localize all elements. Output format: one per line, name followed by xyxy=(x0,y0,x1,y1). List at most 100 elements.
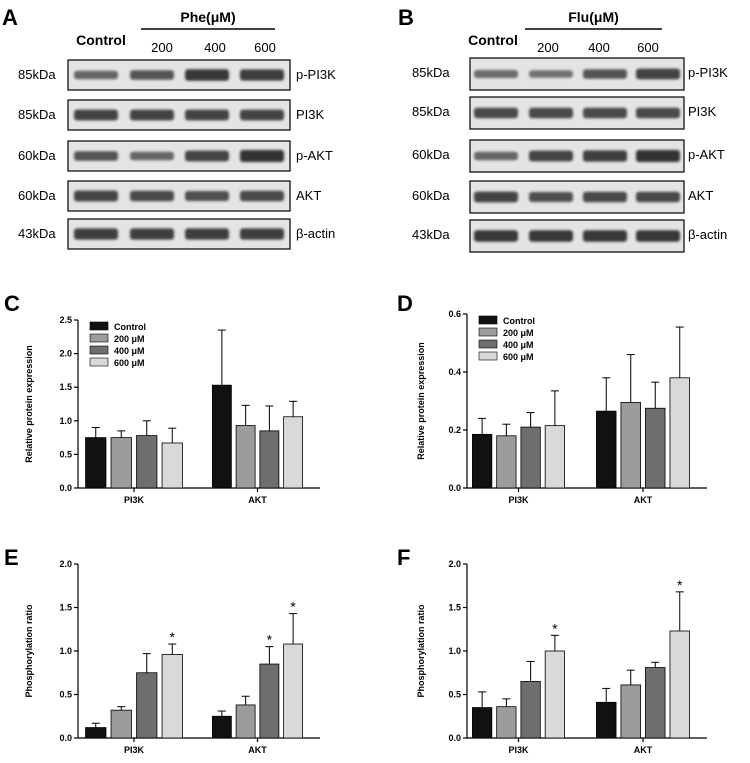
significance-star: * xyxy=(170,629,176,645)
y-tick-label: 2.0 xyxy=(59,349,72,359)
x-category-label: AKT xyxy=(248,745,267,755)
y-axis-title: Relative protein expression xyxy=(24,345,34,463)
treatment-group-label: Flu(μM) xyxy=(568,9,619,25)
protein-name-label: p-PI3K xyxy=(688,65,728,80)
bar xyxy=(85,727,107,739)
bar xyxy=(620,684,641,739)
protein-band xyxy=(185,191,229,201)
protein-band xyxy=(130,109,174,121)
y-tick-label: 0.5 xyxy=(59,449,72,459)
protein-band xyxy=(74,109,118,121)
bar xyxy=(496,706,517,739)
bar xyxy=(161,442,183,489)
bar xyxy=(283,643,304,739)
bar xyxy=(496,435,517,489)
y-tick-label: 2.0 xyxy=(448,559,461,569)
y-tick-label: 0.5 xyxy=(59,690,72,700)
y-tick-label: 1.0 xyxy=(59,646,72,656)
y-tick-label: 2.0 xyxy=(59,559,72,569)
molecular-weight-label: 60kDa xyxy=(18,148,56,163)
panel-label: D xyxy=(397,291,413,316)
protein-band xyxy=(529,192,573,202)
bar xyxy=(645,667,666,739)
protein-band xyxy=(185,150,229,162)
panel-label: F xyxy=(397,545,410,570)
bar xyxy=(669,630,690,739)
protein-band xyxy=(240,190,284,202)
significance-star: * xyxy=(267,632,273,648)
protein-band xyxy=(240,228,284,240)
bar xyxy=(544,425,565,489)
blot-row-actin: 43kDa β-actin xyxy=(412,219,727,253)
blot-row-pi3k: 85kDa PI3K xyxy=(412,96,717,130)
y-tick-label: 1.5 xyxy=(448,603,461,613)
bar-chart-panel-e: E 0.0 0.5 1.0 1.5 2.0 Phosphorylation ratio PI3… xyxy=(4,545,320,755)
blot-row-pakt: 60kDa p-AKT xyxy=(412,139,725,173)
bar xyxy=(136,435,158,489)
protein-band xyxy=(185,228,229,240)
legend-swatch xyxy=(89,333,109,343)
protein-band xyxy=(130,228,174,240)
protein-name-label: β-actin xyxy=(688,227,727,242)
treatment-group-label: Phe(μM) xyxy=(180,9,235,25)
legend-swatch xyxy=(478,315,498,325)
protein-band xyxy=(474,230,518,242)
protein-name-label: p-AKT xyxy=(688,147,725,162)
blot-row-actin: 43kDa β-actin xyxy=(18,218,335,250)
bar-chart-panel-c: C 0.0 0.5 1.0 1.5 2.0 2.5 Relative protein expr… xyxy=(4,291,320,505)
panel-label: E xyxy=(4,545,19,570)
protein-band xyxy=(474,107,518,119)
protein-name-label: AKT xyxy=(688,188,713,203)
y-tick-label: 0.2 xyxy=(448,425,461,435)
protein-name-label: p-AKT xyxy=(296,148,333,163)
bar xyxy=(472,433,493,489)
bar xyxy=(136,672,158,739)
control-lane-label: Control xyxy=(76,32,126,48)
y-axis-title: Phosphorylation ratio xyxy=(24,604,34,698)
protein-band xyxy=(74,70,118,80)
dose-label: 200 xyxy=(151,40,173,55)
legend-swatch xyxy=(89,345,109,355)
y-tick-label: 1.5 xyxy=(59,382,72,392)
significance-star: * xyxy=(552,620,558,636)
protein-band xyxy=(529,230,573,242)
control-lane-label: Control xyxy=(468,32,518,48)
bar xyxy=(596,410,617,489)
dose-label: 400 xyxy=(588,40,610,55)
bar xyxy=(283,416,304,489)
legend-swatch xyxy=(478,339,498,349)
molecular-weight-label: 43kDa xyxy=(412,227,450,242)
protein-band xyxy=(636,107,680,119)
molecular-weight-label: 60kDa xyxy=(412,147,450,162)
molecular-weight-label: 85kDa xyxy=(18,107,56,122)
bar xyxy=(110,709,132,739)
y-tick-label: 0.0 xyxy=(448,483,461,493)
bar xyxy=(669,377,690,489)
y-tick-label: 1.5 xyxy=(59,603,72,613)
x-category-label: AKT xyxy=(634,495,653,505)
x-category-label: PI3K xyxy=(508,495,529,505)
legend-entry: Control xyxy=(503,316,535,326)
legend-swatch xyxy=(89,357,109,367)
dose-label: 200 xyxy=(537,40,559,55)
protein-name-label: PI3K xyxy=(296,107,325,122)
bar xyxy=(235,704,256,739)
panel-label: C xyxy=(4,291,20,316)
x-category-label: PI3K xyxy=(124,745,145,755)
significance-star: * xyxy=(677,577,683,593)
protein-band xyxy=(583,69,627,79)
protein-band xyxy=(474,151,518,161)
protein-band xyxy=(130,70,174,80)
protein-band xyxy=(130,190,174,202)
bar xyxy=(110,437,132,489)
bar xyxy=(259,663,280,739)
molecular-weight-label: 85kDa xyxy=(412,104,450,119)
protein-band xyxy=(636,191,680,203)
legend-swatch xyxy=(478,327,498,337)
protein-band xyxy=(583,107,627,119)
protein-band xyxy=(583,191,627,203)
y-tick-label: 0.5 xyxy=(448,690,461,700)
protein-band xyxy=(583,230,627,242)
protein-band xyxy=(240,150,284,162)
